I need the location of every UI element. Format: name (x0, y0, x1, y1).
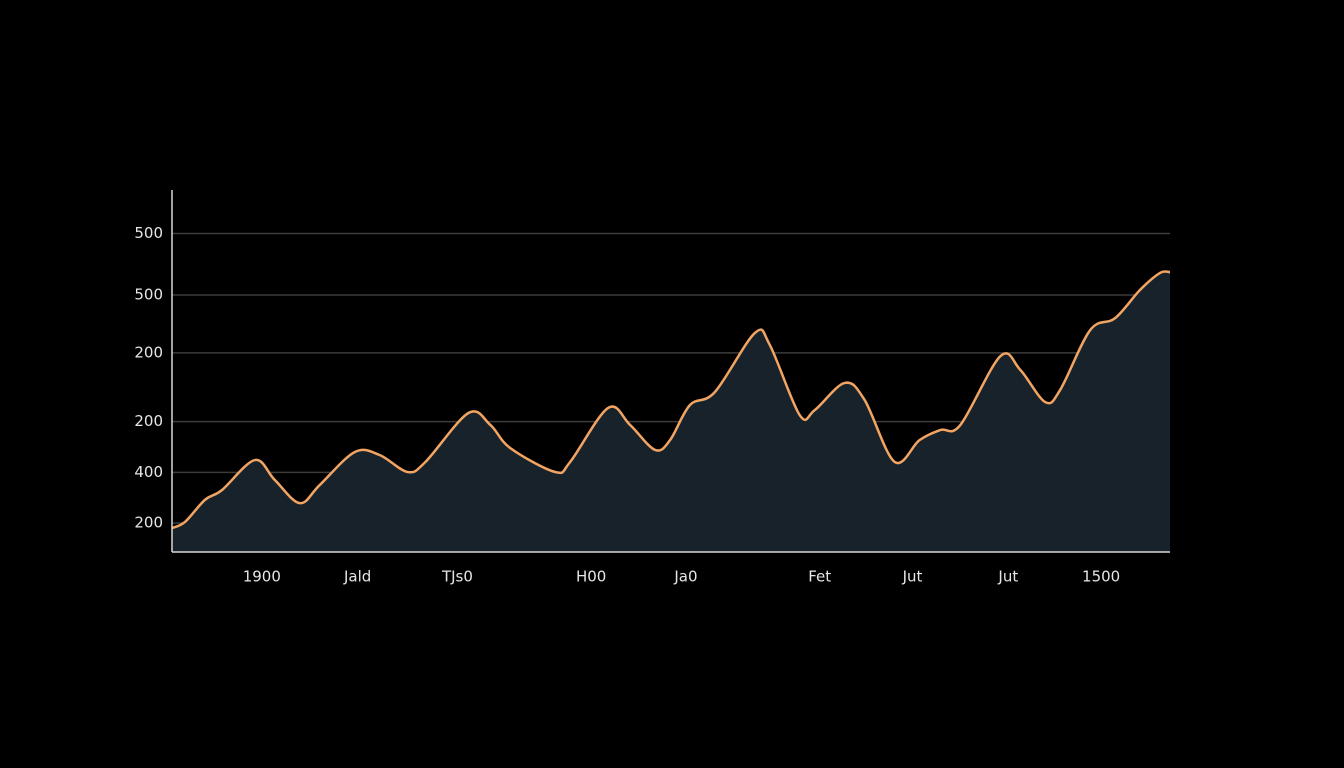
y-tick-label: 500 (134, 285, 163, 303)
x-tick-label: 1500 (1082, 568, 1120, 586)
y-tick-label: 400 (134, 463, 163, 481)
plot (171, 270, 1171, 552)
y-tick-label: 200 (134, 514, 163, 532)
y-tick-label: 500 (134, 224, 163, 242)
y-tick-label: 200 (134, 343, 163, 361)
x-tick-label: Fet (808, 568, 831, 586)
x-tick-label: Jald (343, 568, 371, 586)
area (172, 271, 1170, 552)
x-tick-label: Jut (902, 568, 923, 586)
x-tick-label: Jut (997, 568, 1018, 586)
x-tick-label: H00 (576, 568, 606, 586)
x-tick-label: TJs0 (441, 568, 473, 586)
x-tick-label: Ja0 (673, 568, 697, 586)
y-tick-label: 200 (134, 412, 163, 430)
x-tick-label: 1900 (243, 568, 281, 586)
line (171, 270, 1171, 530)
